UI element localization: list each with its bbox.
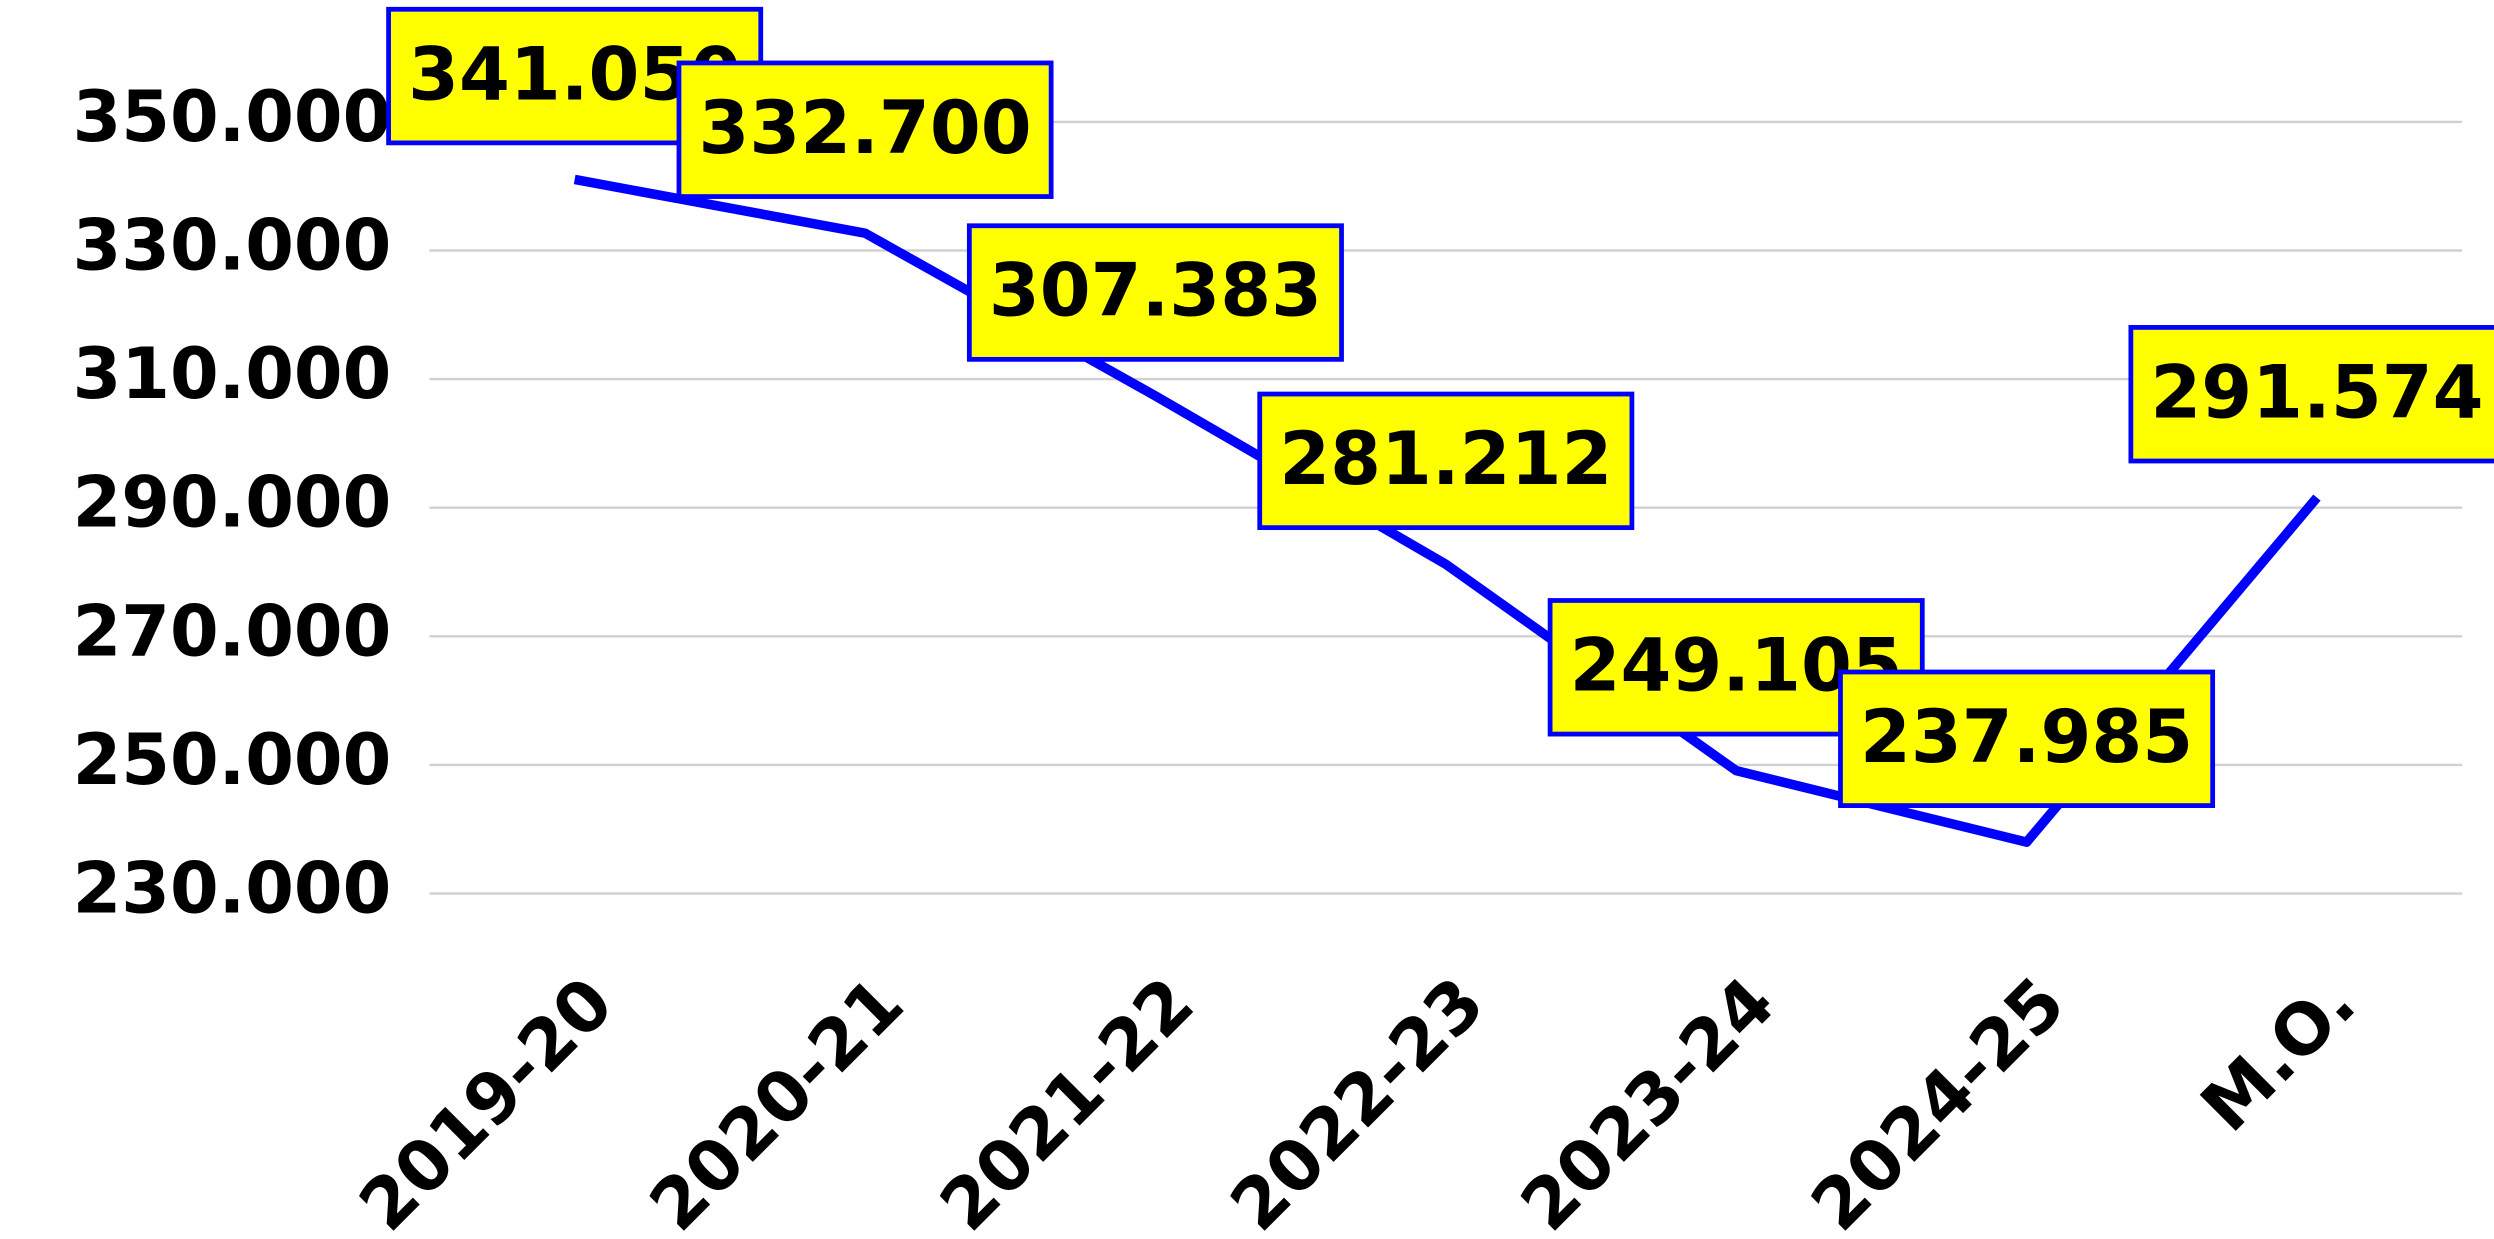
y-tick-label: 330.000 (73, 205, 392, 287)
x-tick-label: 2024-25 (1796, 962, 2081, 1239)
x-tick-label: 2022-23 (1215, 962, 1500, 1239)
x-tick-label: 2019-20 (344, 962, 629, 1239)
y-tick-label: 230.000 (73, 848, 392, 930)
x-tick-label: 2023-24 (1505, 962, 1790, 1239)
y-tick-label: 290.000 (73, 462, 392, 544)
y-tick-label: 310.000 (73, 333, 392, 415)
y-tick-label: 270.000 (73, 590, 392, 672)
data-label-text: 307.383 (989, 249, 1322, 334)
data-line (573, 174, 2321, 847)
y-tick-label: 250.000 (73, 719, 392, 801)
data-label: 307.383 (966, 223, 1344, 362)
x-tick-label: M.O. (2185, 962, 2371, 1148)
data-label-text: 332.700 (698, 86, 1031, 171)
y-tick-label: 350.000 (73, 76, 392, 158)
data-label-box (1257, 391, 1635, 531)
data-label: 291.574 (2128, 325, 2494, 464)
x-tick-label: 2021-22 (924, 962, 1209, 1239)
data-label: 281.212 (1257, 391, 1635, 531)
data-label-box (1838, 669, 2216, 808)
data-label-text: 291.574 (2150, 350, 2483, 435)
data-label: 341.050 (386, 6, 764, 146)
data-label-box (2128, 325, 2494, 464)
x-tick-label: 2020-21 (634, 962, 919, 1239)
data-label-text: 237.985 (1860, 695, 2193, 780)
data-label-box (966, 223, 1344, 362)
data-label-box (676, 60, 1054, 199)
data-label: 332.700 (676, 60, 1054, 199)
data-label-text: 281.212 (1279, 417, 1612, 502)
data-label: 237.985 (1838, 669, 2216, 808)
